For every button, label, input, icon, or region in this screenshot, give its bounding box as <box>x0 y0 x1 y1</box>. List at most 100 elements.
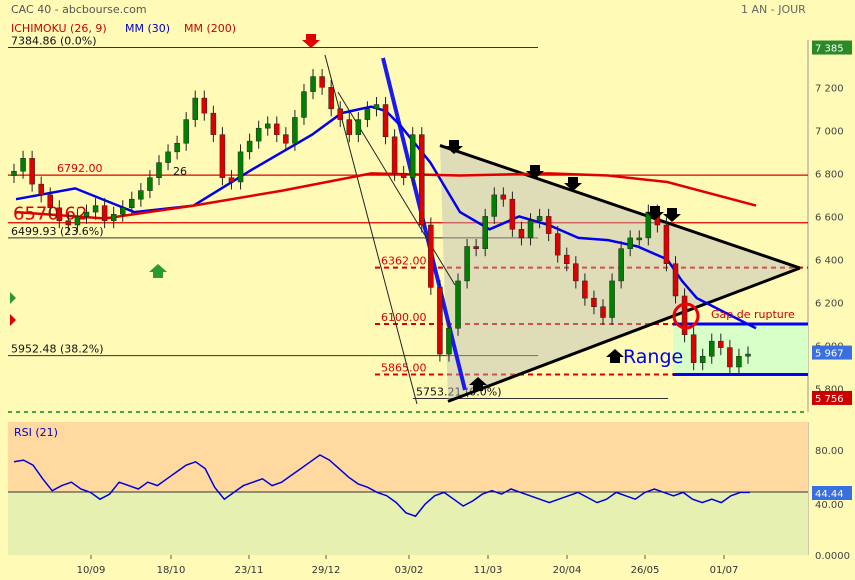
up-arrow-icon <box>149 264 167 278</box>
candle-body <box>292 117 298 144</box>
rsi-value-box <box>812 486 852 500</box>
candle-body <box>119 207 126 215</box>
rsi-lower-zone <box>8 492 808 555</box>
candle-body <box>337 108 343 120</box>
candle-body <box>328 87 334 110</box>
candle-body <box>355 119 362 135</box>
x-tick-label: 11/03 <box>474 565 503 576</box>
y-tick-label: 5 800 <box>815 384 844 395</box>
candle-body <box>210 112 217 135</box>
candle-body <box>38 183 44 196</box>
horizontal-line-label: 6362.00 <box>381 255 427 268</box>
price-tag-box <box>812 345 852 360</box>
y-tick-label: 6 600 <box>815 212 844 223</box>
y-tick-label: 6 400 <box>815 255 844 266</box>
candle-body <box>174 143 180 153</box>
candle-body <box>536 216 543 221</box>
horizontal-line-label: 6792.00 <box>57 162 103 175</box>
marker-icon <box>10 292 16 304</box>
down-arrow-icon <box>302 34 320 48</box>
down-arrow-icon <box>646 206 664 220</box>
y-tick-label: 7 000 <box>815 126 844 137</box>
x-tick-label: 18/10 <box>157 565 186 576</box>
candle-body <box>618 248 624 282</box>
price-tag-label: 5 756 <box>815 394 844 405</box>
candle-body <box>627 237 633 249</box>
candle-body <box>482 216 488 249</box>
candle-body <box>745 353 751 357</box>
y-tick-label: 6 200 <box>815 298 844 309</box>
candle-body <box>301 91 307 118</box>
rsi-title: RSI (21) <box>14 426 58 439</box>
candle-body <box>228 177 235 183</box>
candle-body <box>56 207 63 221</box>
up-arrow-icon <box>606 349 624 363</box>
x-tick-label: 23/11 <box>235 565 264 576</box>
candle-body <box>165 151 171 163</box>
candle-body <box>600 306 606 318</box>
candle-body <box>65 220 72 226</box>
gap-label: Gap de rupture <box>711 308 795 321</box>
candle-body <box>83 211 90 217</box>
candle-body <box>319 76 325 88</box>
candle-body <box>564 254 570 264</box>
gap-circle <box>672 302 700 330</box>
period-label[interactable]: 1 AN - JOUR <box>741 3 806 16</box>
down-arrow-icon <box>564 177 582 191</box>
candle-body <box>147 177 153 191</box>
range-label: Range <box>623 346 683 368</box>
candle-body <box>473 246 479 249</box>
rsi-tick-label: 80.00 <box>815 446 844 457</box>
candle-body <box>74 216 81 226</box>
rsi-line <box>13 454 750 518</box>
down-arrow-icon <box>445 140 463 154</box>
candle-body <box>409 134 416 178</box>
legend-mm30: MM (30) <box>125 22 171 35</box>
candle-body <box>382 104 389 138</box>
candle-body <box>573 263 579 282</box>
price-tag-label: 7 385 <box>815 44 844 55</box>
price-tag-box <box>812 390 852 405</box>
horizontal-line-label: 6100.00 <box>381 311 427 324</box>
candle-body <box>582 280 588 299</box>
candle-body <box>110 213 117 221</box>
candle-body <box>310 76 316 92</box>
triangle-lower-line <box>447 266 801 403</box>
rsi-value-label: 44.44 <box>815 489 844 500</box>
candle-body <box>364 108 371 120</box>
fib-level-label: 7384.86 (0.0%) <box>11 35 97 48</box>
price-tag-box <box>812 40 852 55</box>
candle-body <box>699 355 706 363</box>
candle-body <box>727 347 733 368</box>
candle-body <box>255 127 262 142</box>
candle-body <box>500 194 507 200</box>
candle-body <box>690 334 697 363</box>
fib-level-label: 5952.48 (38.2%) <box>11 343 104 356</box>
candle-body <box>491 194 498 217</box>
candle-body <box>419 134 425 226</box>
legend-ichimoku: ICHIMOKU (26, 9) <box>11 22 107 35</box>
x-tick-label: 10/09 <box>77 565 106 576</box>
candle-body <box>464 246 470 282</box>
y-tick-label: 7 200 <box>815 83 844 94</box>
candle-body <box>455 280 461 329</box>
candle-body <box>645 211 652 239</box>
candle-body <box>437 287 443 355</box>
candle-body <box>219 134 226 178</box>
price-tag-label: 5 967 <box>815 349 844 360</box>
candle-body <box>681 295 688 335</box>
candle-body <box>246 140 253 153</box>
mm200-line <box>15 172 757 220</box>
rsi-upper-zone <box>8 422 808 492</box>
candle-body <box>264 123 271 129</box>
rsi-tick-label: 0.0000 <box>815 551 850 562</box>
candle-body <box>346 119 353 135</box>
candle-body <box>101 205 108 221</box>
up-arrow-icon <box>469 377 487 391</box>
y-tick-label: 6 800 <box>815 169 844 180</box>
candle-body <box>545 216 552 234</box>
candle-body <box>709 340 715 357</box>
candle-body <box>20 158 26 172</box>
candle-body <box>736 355 742 368</box>
